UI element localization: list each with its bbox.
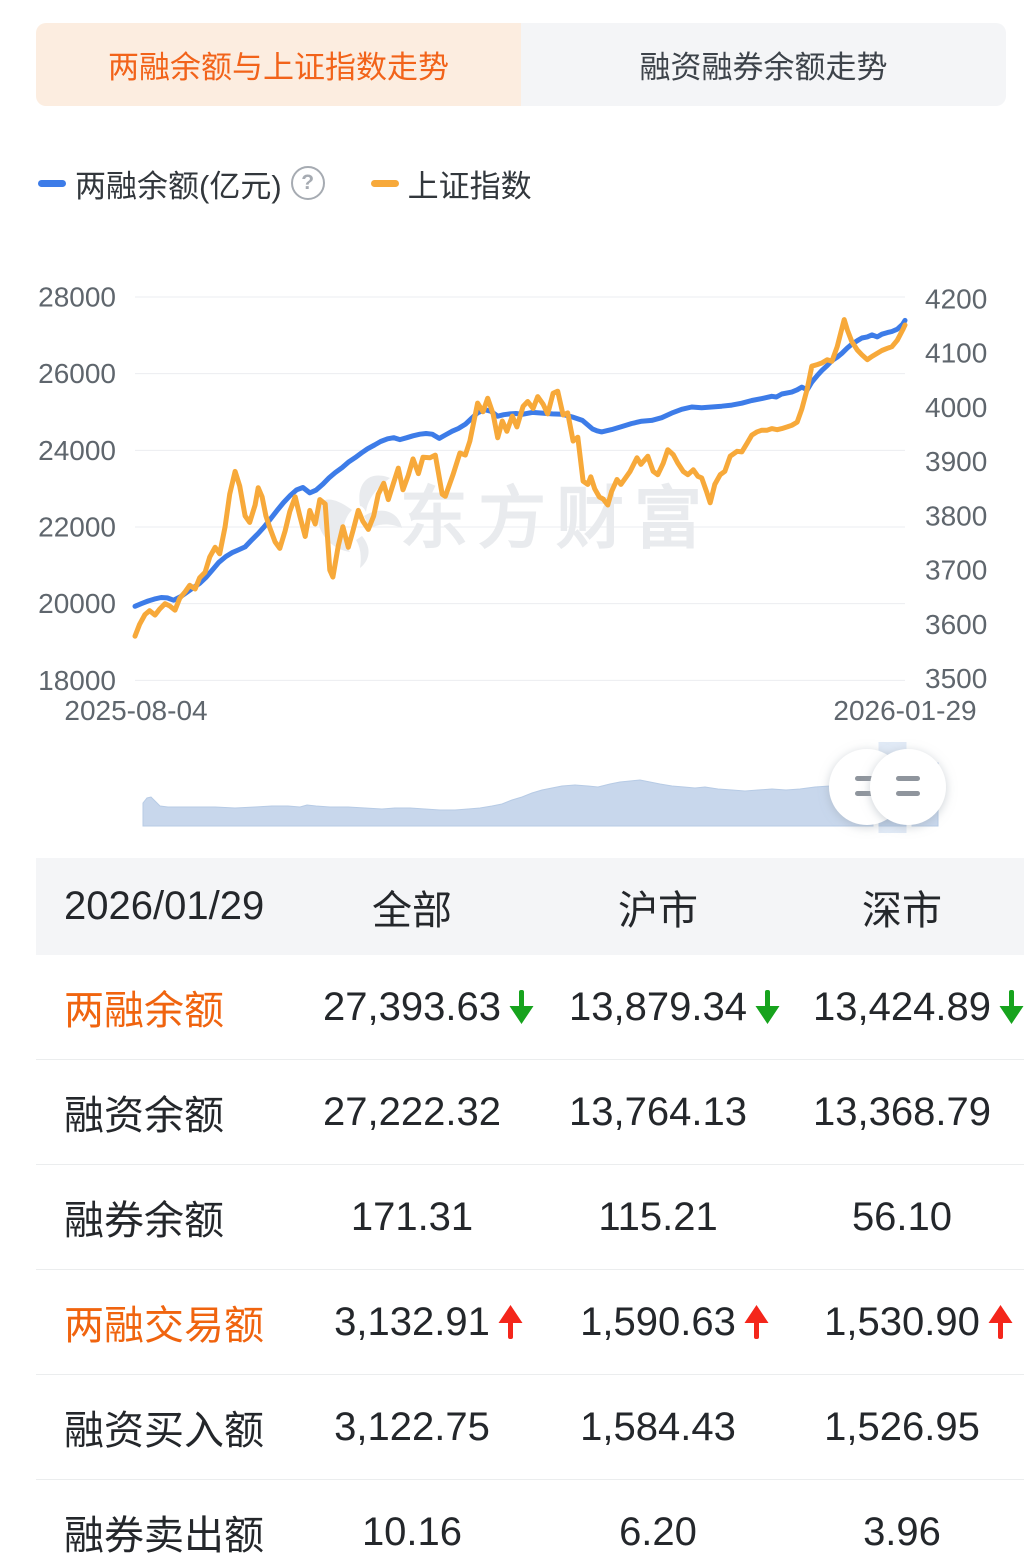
row-label: 两融交易额	[64, 1304, 264, 1348]
cell-value: 6.20	[619, 1509, 697, 1554]
cell-value: 56.10	[851, 1194, 953, 1239]
row-label: 融券卖出额	[64, 1514, 264, 1558]
left-axis-tick: 20000	[38, 588, 116, 619]
down-arrow-icon	[755, 990, 780, 1024]
up-arrow-icon	[988, 1305, 1013, 1339]
chart-grid: 28000 26000 24000 22000 20000 18000 4200 4100 40…	[38, 282, 987, 727]
dual-axis-line-chart[interactable]: 28000 26000 24000 22000 20000 18000 4200 4100 40…	[0, 250, 1024, 750]
left-axis-tick: 22000	[38, 511, 116, 542]
cell-value: 27,393.63	[323, 984, 501, 1029]
row-label: 融券余额	[64, 1199, 224, 1243]
header-date: 2026/01/29	[64, 884, 265, 928]
x-axis-start-date: 2025-08-04	[64, 695, 207, 726]
cell-value: 13,368.79	[813, 1089, 991, 1134]
help-question-icon[interactable]: ?	[290, 166, 325, 200]
left-axis-tick: 18000	[38, 665, 116, 696]
table-row: 两融交易额 3,132.91 1,590.63 1,530.90	[36, 1269, 1024, 1374]
cell-value: 10.16	[361, 1509, 463, 1554]
margin-data-table: 2026/01/29 全部 沪市 深市 两融余额 27,393.63 13,87…	[36, 858, 1024, 1563]
cell-value: 1,584.43	[580, 1404, 736, 1449]
legend-label-balance: 两融余额(亿元)	[75, 168, 282, 204]
chart-navigator[interactable]	[0, 733, 1024, 843]
right-axis-tick: 4000	[925, 392, 987, 423]
left-axis-tick: 28000	[38, 282, 116, 313]
cell-value: 3,122.75	[334, 1404, 490, 1449]
up-arrow-icon	[498, 1305, 523, 1339]
row-label: 融资余额	[64, 1094, 224, 1138]
navigator-area	[142, 762, 939, 827]
table-row: 融券卖出额 10.16 6.20 3.96	[36, 1479, 1024, 1563]
right-axis-tick: 3500	[925, 663, 987, 694]
cell-value: 1,526.95	[824, 1404, 980, 1449]
tab-balance-vs-index[interactable]: 两融余额与上证指数走势	[36, 23, 521, 106]
x-axis-end-date: 2026-01-29	[833, 695, 976, 726]
margin-balance-line	[132, 317, 908, 609]
table-row: 融资余额 27,222.32 13,764.13 13,368.79	[36, 1059, 1024, 1164]
cell-value: 3.96	[863, 1509, 941, 1554]
legend-dash-index	[370, 179, 399, 187]
right-axis-tick: 3700	[925, 555, 987, 586]
chart-series	[132, 317, 908, 639]
right-axis-tick: 4200	[925, 284, 987, 315]
table-row: 融券余额 171.31 115.21 56.10	[36, 1164, 1024, 1269]
right-axis-tick: 4100	[925, 338, 987, 369]
nav-handle-right[interactable]	[870, 749, 946, 825]
cell-value: 171.31	[350, 1194, 474, 1239]
row-label: 融资买入额	[64, 1409, 264, 1453]
cell-value: 1,530.90	[824, 1299, 980, 1344]
table-row: 融资买入额 3,122.75 1,584.43 1,526.95	[36, 1374, 1024, 1479]
watermark: 东方财富	[317, 475, 712, 568]
sse-index-line	[132, 317, 908, 639]
legend-dash-balance	[38, 179, 66, 187]
header-all: 全部	[372, 888, 452, 933]
table-row: 两融余额 27,393.63 13,879.34 13,424.89	[36, 955, 1024, 1059]
watermark-text: 东方财富	[400, 481, 712, 557]
cell-value: 13,424.89	[813, 984, 991, 1029]
table-header-row: 2026/01/29 全部 沪市 深市	[36, 858, 1024, 955]
cell-value: 13,764.13	[569, 1089, 747, 1134]
cell-value: 27,222.32	[323, 1089, 501, 1134]
chart-tab-bar: 两融余额与上证指数走势 融资融券余额走势	[36, 23, 1006, 106]
row-label: 两融余额	[64, 989, 224, 1033]
header-shanghai: 沪市	[618, 888, 698, 933]
right-axis-tick: 3800	[925, 500, 987, 531]
left-axis-tick: 24000	[38, 435, 116, 466]
legend-label-index: 上证指数	[407, 168, 532, 204]
navigator-area-chart	[142, 762, 939, 827]
up-arrow-icon	[744, 1305, 769, 1339]
cell-value: 13,879.34	[569, 984, 747, 1029]
cell-value: 115.21	[598, 1194, 718, 1239]
right-axis-tick: 3600	[925, 609, 987, 640]
header-shenzhen: 深市	[862, 888, 942, 933]
left-axis-tick: 26000	[38, 358, 116, 389]
cell-value: 1,590.63	[580, 1299, 736, 1344]
chart-legend: 两融余额(亿元) ? 上证指数	[38, 160, 532, 206]
right-axis-tick: 3900	[925, 446, 987, 477]
down-arrow-icon	[999, 990, 1024, 1024]
tab-margin-balance-trend[interactable]: 融资融券余额走势	[521, 23, 1006, 106]
cell-value: 3,132.91	[334, 1299, 490, 1344]
down-arrow-icon	[509, 990, 534, 1024]
